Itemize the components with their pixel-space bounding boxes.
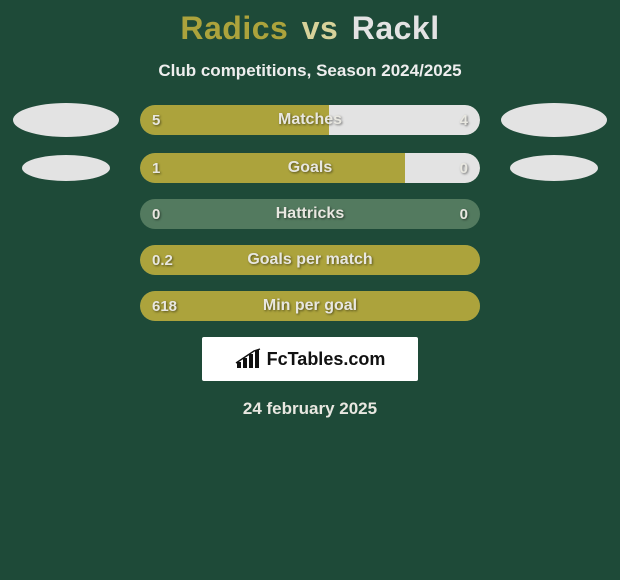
stat-label: Hattricks [140, 199, 480, 229]
player2-avatar [510, 155, 598, 181]
subtitle: Club competitions, Season 2024/2025 [0, 61, 620, 81]
title-vs: vs [302, 10, 339, 46]
comparison-card: Radics vs Rackl Club competitions, Seaso… [0, 0, 620, 580]
title-player1: Radics [180, 10, 288, 46]
brand-text: FcTables.com [267, 349, 386, 370]
brand-logo[interactable]: FcTables.com [202, 337, 418, 381]
player2-avatar [501, 103, 607, 137]
stats-container: Matches54 Goals10 Hattricks0 0 Goals per mat… [0, 103, 620, 321]
player1-avatar [22, 155, 110, 181]
stat-value-left: 0 [152, 199, 160, 229]
avatar-slot-left [10, 155, 122, 181]
avatar-slot-right [498, 155, 610, 181]
stat-row: Hattricks0 0 [0, 199, 620, 229]
brand-area: FcTables.com [0, 337, 620, 381]
stat-value-right: 0 [460, 199, 468, 229]
bar-fill-player1 [140, 105, 329, 135]
stat-bar: Min per goal618 [140, 291, 480, 321]
avatar-slot-right [498, 103, 610, 137]
stat-row: Min per goal618 [0, 291, 620, 321]
page-title: Radics vs Rackl [0, 10, 620, 47]
avatar-slot-left [10, 103, 122, 137]
stat-row: Goals per match0.2 [0, 245, 620, 275]
bar-chart-icon [235, 348, 261, 370]
stat-bar: Matches54 [140, 105, 480, 135]
bar-fill-player1 [140, 153, 405, 183]
date-line: 24 february 2025 [0, 399, 620, 419]
stat-bar: Hattricks0 0 [140, 199, 480, 229]
bar-fill-player1 [140, 245, 480, 275]
bar-fill-player1 [140, 291, 480, 321]
bar-fill-player2 [405, 153, 480, 183]
stat-bar: Goals per match0.2 [140, 245, 480, 275]
player1-avatar [13, 103, 119, 137]
stat-row: Goals10 [0, 153, 620, 183]
bar-fill-player2 [329, 105, 480, 135]
stat-row: Matches54 [0, 103, 620, 137]
title-player2: Rackl [352, 10, 440, 46]
stat-bar: Goals10 [140, 153, 480, 183]
